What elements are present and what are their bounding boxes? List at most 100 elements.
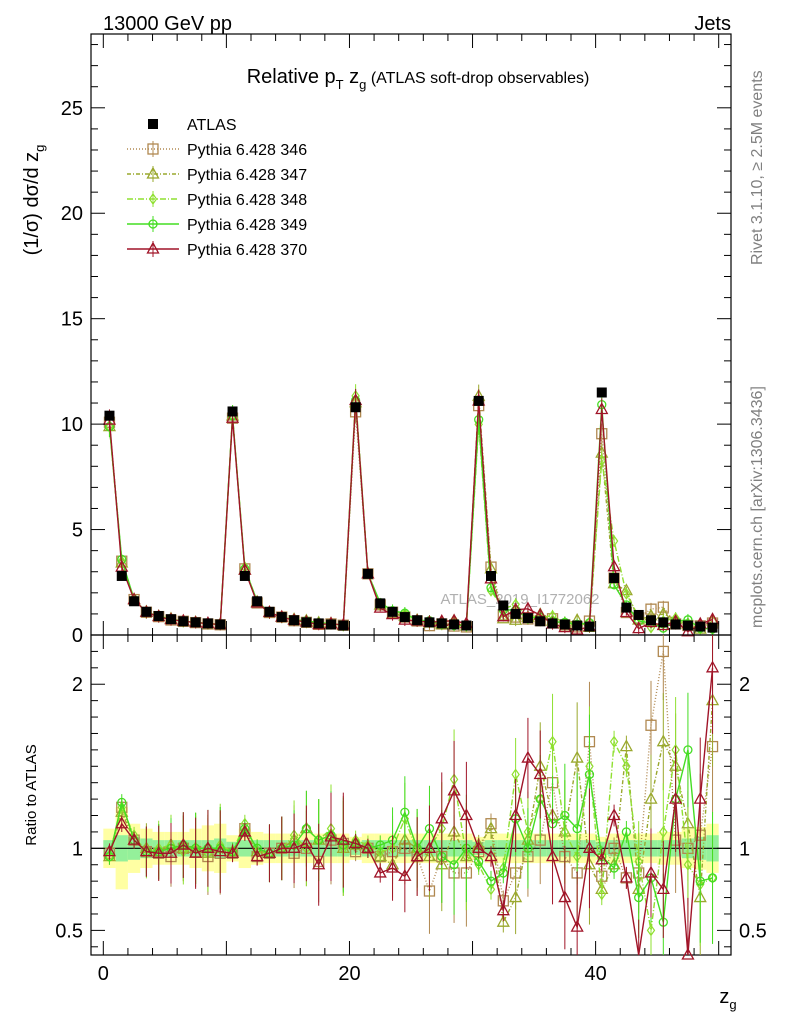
series-line <box>108 400 713 633</box>
ratio-plot: 0.5 0.51 12 20 20 40 <box>55 634 767 985</box>
ratio-point <box>584 769 595 780</box>
atlas-point <box>646 615 656 626</box>
atlas-point <box>412 615 423 626</box>
ratio-plot-frame <box>90 634 732 956</box>
atlas-point <box>362 568 373 579</box>
ratio-point <box>657 645 669 658</box>
ratio-point <box>375 845 385 858</box>
ratio-series-group <box>102 635 720 955</box>
ratio-point <box>496 903 510 916</box>
data-point <box>509 612 523 625</box>
ratio-point <box>176 837 190 850</box>
legend: ATLAS Pythia 6.428 346 Pythia 6.428 347 Pyt… <box>127 117 307 259</box>
ratio-point <box>361 840 375 853</box>
ratio-point <box>570 750 584 763</box>
atlas-point <box>301 617 312 628</box>
atlas-point <box>559 619 570 630</box>
legend-label-atlas: ATLAS <box>187 117 237 134</box>
atlas-point <box>522 613 533 624</box>
ratio-point <box>486 883 496 896</box>
atlas-point <box>178 616 189 627</box>
ratio-point <box>102 844 117 857</box>
y-tick-label: 10 <box>61 414 83 436</box>
data-point <box>681 624 695 637</box>
atlas-point <box>621 602 632 613</box>
atlas-point <box>166 614 176 625</box>
atlas-point <box>252 596 263 607</box>
ratio-series-line <box>108 739 713 931</box>
ratio-point <box>523 843 533 853</box>
ratio-point <box>570 919 584 932</box>
ratio-point <box>548 735 557 748</box>
atlas-point <box>609 573 620 584</box>
atlas-point <box>707 622 718 633</box>
legend-label: Pythia 6.428 349 <box>187 217 307 234</box>
ratio-series-group <box>104 692 718 955</box>
x-axis-label: zg <box>719 986 736 1012</box>
atlas-point <box>596 387 607 398</box>
atlas-point <box>658 617 669 628</box>
ratio-point <box>201 840 215 853</box>
ratio-point <box>595 852 609 865</box>
legend-label: Pythia 6.428 347 <box>187 167 307 184</box>
ratio-series-group <box>103 635 719 934</box>
atlas-point <box>338 620 349 631</box>
ratio-point <box>683 745 693 755</box>
ratio-point <box>398 868 412 881</box>
data-point <box>521 601 535 614</box>
ratio-point <box>669 791 683 804</box>
ratio-axis-label: Ratio to ATLAS <box>23 744 40 845</box>
ratio-series-line <box>108 667 714 956</box>
ratio-point <box>693 791 707 804</box>
legend-marker <box>146 166 160 179</box>
ratio-point <box>324 829 338 842</box>
ratio-point <box>299 836 313 849</box>
atlas-point <box>141 606 152 617</box>
ratio-point <box>597 888 607 901</box>
atlas-point <box>424 617 435 628</box>
y-axis-label: (1/σ) dσ/d zg <box>21 145 47 256</box>
ratio-point <box>435 811 449 824</box>
data-point <box>496 609 510 622</box>
atlas-point <box>104 410 115 421</box>
atlas-point <box>670 619 681 630</box>
ratio-point <box>622 760 631 773</box>
x-tick-label: 20 <box>338 963 360 985</box>
plot-title: Relative pT zg (ATLAS soft-drop observab… <box>247 66 590 92</box>
ratio-point <box>250 849 264 862</box>
collision-label: 13000 GeV pp <box>103 13 232 35</box>
atlas-point <box>473 395 484 406</box>
data-point <box>596 428 608 440</box>
atlas-point <box>547 618 558 629</box>
atlas-point <box>153 611 164 622</box>
atlas-point <box>387 606 398 617</box>
ratio-point <box>646 924 656 937</box>
ratio-y-tick-label: 1 <box>72 838 83 860</box>
ratio-point <box>447 783 461 796</box>
ratio-point <box>459 808 473 821</box>
legend-label: Pythia 6.428 370 <box>187 242 307 259</box>
ratio-point <box>484 821 498 834</box>
ratio-point <box>619 739 633 752</box>
ratio-point <box>607 808 621 821</box>
ratio-point <box>225 845 240 858</box>
ratio-point <box>152 845 166 858</box>
rivet-label: Rivet 3.1.10, ≥ 2.5M events <box>749 70 766 265</box>
ratio-point <box>609 863 619 873</box>
atlas-point <box>486 570 496 581</box>
atlas-data <box>104 387 718 633</box>
ratio-point <box>422 840 437 853</box>
atlas-point <box>449 619 460 630</box>
category-label: Jets <box>694 13 731 35</box>
ratio-point <box>238 824 252 837</box>
legend-marker <box>147 143 159 155</box>
y-tick-label: 25 <box>61 98 83 120</box>
data-point <box>486 583 496 593</box>
ratio-point <box>312 857 326 870</box>
ratio-point <box>659 825 668 838</box>
atlas-point <box>276 612 287 623</box>
atlas-point <box>202 618 213 629</box>
atlas-point <box>695 621 706 632</box>
ratio-point <box>619 870 633 883</box>
